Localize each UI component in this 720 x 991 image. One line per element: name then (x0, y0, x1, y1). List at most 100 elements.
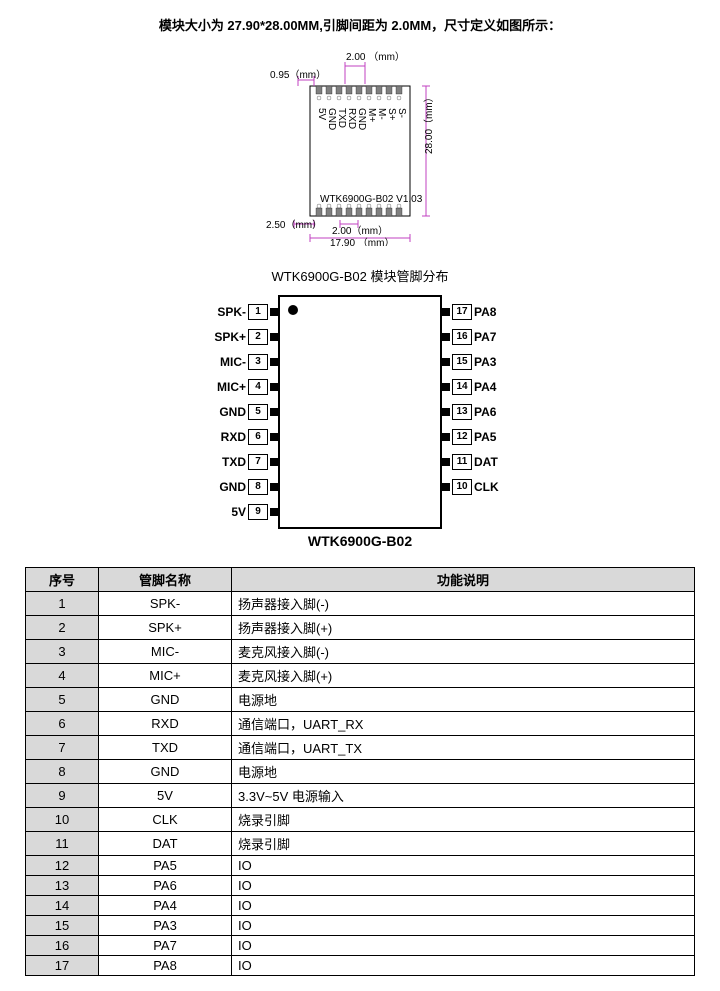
cell-seq: 3 (26, 640, 99, 664)
pin-right-14: 14PA4 (440, 374, 510, 399)
pin-lead-icon (440, 483, 450, 491)
svg-text:GND: GND (356, 108, 367, 130)
pin-label: DAT (474, 455, 510, 469)
pin-number: 11 (452, 454, 472, 470)
cell-seq: 2 (26, 616, 99, 640)
pin-lead-icon (440, 383, 450, 391)
pin-lead-icon (440, 358, 450, 366)
pin-label: PA6 (474, 405, 510, 419)
cell-seq: 11 (26, 832, 99, 856)
pinout-diagram: SPK-1SPK+2MIC-3MIC+4GND5RXD6TXD7GND85V9 … (180, 295, 540, 549)
table-row: 8GND电源地 (26, 760, 695, 784)
pin-label: PA4 (474, 380, 510, 394)
dim-bot-offset: 2.50（mm） (266, 219, 322, 231)
cell-name: 5V (99, 784, 232, 808)
pin-left-7: TXD7 (210, 449, 280, 474)
cell-func: IO (232, 856, 695, 876)
pin-left-9: 5V9 (210, 499, 280, 524)
cell-seq: 4 (26, 664, 99, 688)
table-row: 14PA4IO (26, 896, 695, 916)
cell-func: 3.3V~5V 电源输入 (232, 784, 695, 808)
cell-seq: 10 (26, 808, 99, 832)
pin-number: 9 (248, 504, 268, 520)
cell-name: GND (99, 760, 232, 784)
cell-func: 通信端口，UART_TX (232, 736, 695, 760)
pin-number: 8 (248, 479, 268, 495)
pin-label: PA3 (474, 355, 510, 369)
dim-height: 28.00（mm） (423, 92, 435, 154)
pin-number: 14 (452, 379, 472, 395)
cell-func: 麦克风接入脚(+) (232, 664, 695, 688)
cell-name: PA6 (99, 876, 232, 896)
pin-label: SPK- (210, 305, 246, 319)
chip-label: WTK6900G-B02 (180, 533, 540, 549)
pin-number: 7 (248, 454, 268, 470)
cell-name: DAT (99, 832, 232, 856)
cell-func: IO (232, 896, 695, 916)
table-row: 13PA6IO (26, 876, 695, 896)
cell-func: 烧录引脚 (232, 832, 695, 856)
pin-label: GND (210, 480, 246, 494)
pin-right-16: 16PA7 (440, 324, 510, 349)
table-row: 12PA5IO (26, 856, 695, 876)
table-row: 2SPK+扬声器接入脚(+) (26, 616, 695, 640)
intro-text: 模块大小为 27.90*28.00MM,引脚间距为 2.0MM，尺寸定义如图所示… (25, 15, 695, 34)
pin-right-12: 12PA5 (440, 424, 510, 449)
pin-label: PA7 (474, 330, 510, 344)
pin-number: 6 (248, 429, 268, 445)
pin-left-6: RXD6 (210, 424, 280, 449)
cell-name: PA8 (99, 956, 232, 976)
pin-right-10: 10CLK (440, 474, 510, 499)
svg-text:RXD: RXD (346, 108, 357, 129)
cell-seq: 5 (26, 688, 99, 712)
table-row: 10CLK烧录引脚 (26, 808, 695, 832)
dim-bot-pitch: 2.00（mm） (332, 225, 388, 237)
table-header: 管脚名称 (99, 568, 232, 592)
svg-text:M+: M+ (366, 108, 377, 122)
pin-number: 15 (452, 354, 472, 370)
cell-name: PA5 (99, 856, 232, 876)
table-row: 3MIC-麦克风接入脚(-) (26, 640, 695, 664)
svg-text:WTK6900G-B02 V1.03: WTK6900G-B02 V1.03 (320, 194, 423, 205)
pin-label: GND (210, 405, 246, 419)
cell-name: MIC+ (99, 664, 232, 688)
svg-text:S-: S- (396, 108, 407, 118)
pin-label: MIC- (210, 355, 246, 369)
pin-number: 2 (248, 329, 268, 345)
cell-seq: 16 (26, 936, 99, 956)
svg-text:GND: GND (326, 108, 337, 130)
cell-name: GND (99, 688, 232, 712)
svg-text:5V: 5V (316, 108, 327, 121)
dimension-diagram: WTK6900G-B02 V1.03 2.00 （mm） 0.95（mm） 28… (250, 46, 470, 246)
table-row: 95V3.3V~5V 电源输入 (26, 784, 695, 808)
pin-lead-icon (440, 308, 450, 316)
table-row: 17PA8IO (26, 956, 695, 976)
svg-text:TXD: TXD (336, 108, 347, 128)
pin-left-8: GND8 (210, 474, 280, 499)
pin-label: SPK+ (210, 330, 246, 344)
table-header: 功能说明 (232, 568, 695, 592)
pin-number: 17 (452, 304, 472, 320)
cell-func: IO (232, 876, 695, 896)
pin-left-1: SPK-1 (210, 299, 280, 324)
cell-name: SPK- (99, 592, 232, 616)
table-row: 6RXD通信端口，UART_RX (26, 712, 695, 736)
pin-label: RXD (210, 430, 246, 444)
cell-seq: 14 (26, 896, 99, 916)
table-row: 7TXD通信端口，UART_TX (26, 736, 695, 760)
pin-lead-icon (440, 333, 450, 341)
pin-label: MIC+ (210, 380, 246, 394)
table-header: 序号 (26, 568, 99, 592)
svg-text:M-: M- (376, 108, 387, 120)
table-row: 11DAT烧录引脚 (26, 832, 695, 856)
svg-text:S+: S+ (386, 108, 397, 121)
pin-table: 序号管脚名称功能说明 1SPK-扬声器接入脚(-)2SPK+扬声器接入脚(+)3… (25, 567, 695, 976)
pin-right-13: 13PA6 (440, 399, 510, 424)
cell-func: 电源地 (232, 760, 695, 784)
pin-number: 13 (452, 404, 472, 420)
cell-seq: 12 (26, 856, 99, 876)
cell-name: CLK (99, 808, 232, 832)
cell-func: 扬声器接入脚(-) (232, 592, 695, 616)
pin-label: PA8 (474, 305, 510, 319)
pin-left-5: GND5 (210, 399, 280, 424)
